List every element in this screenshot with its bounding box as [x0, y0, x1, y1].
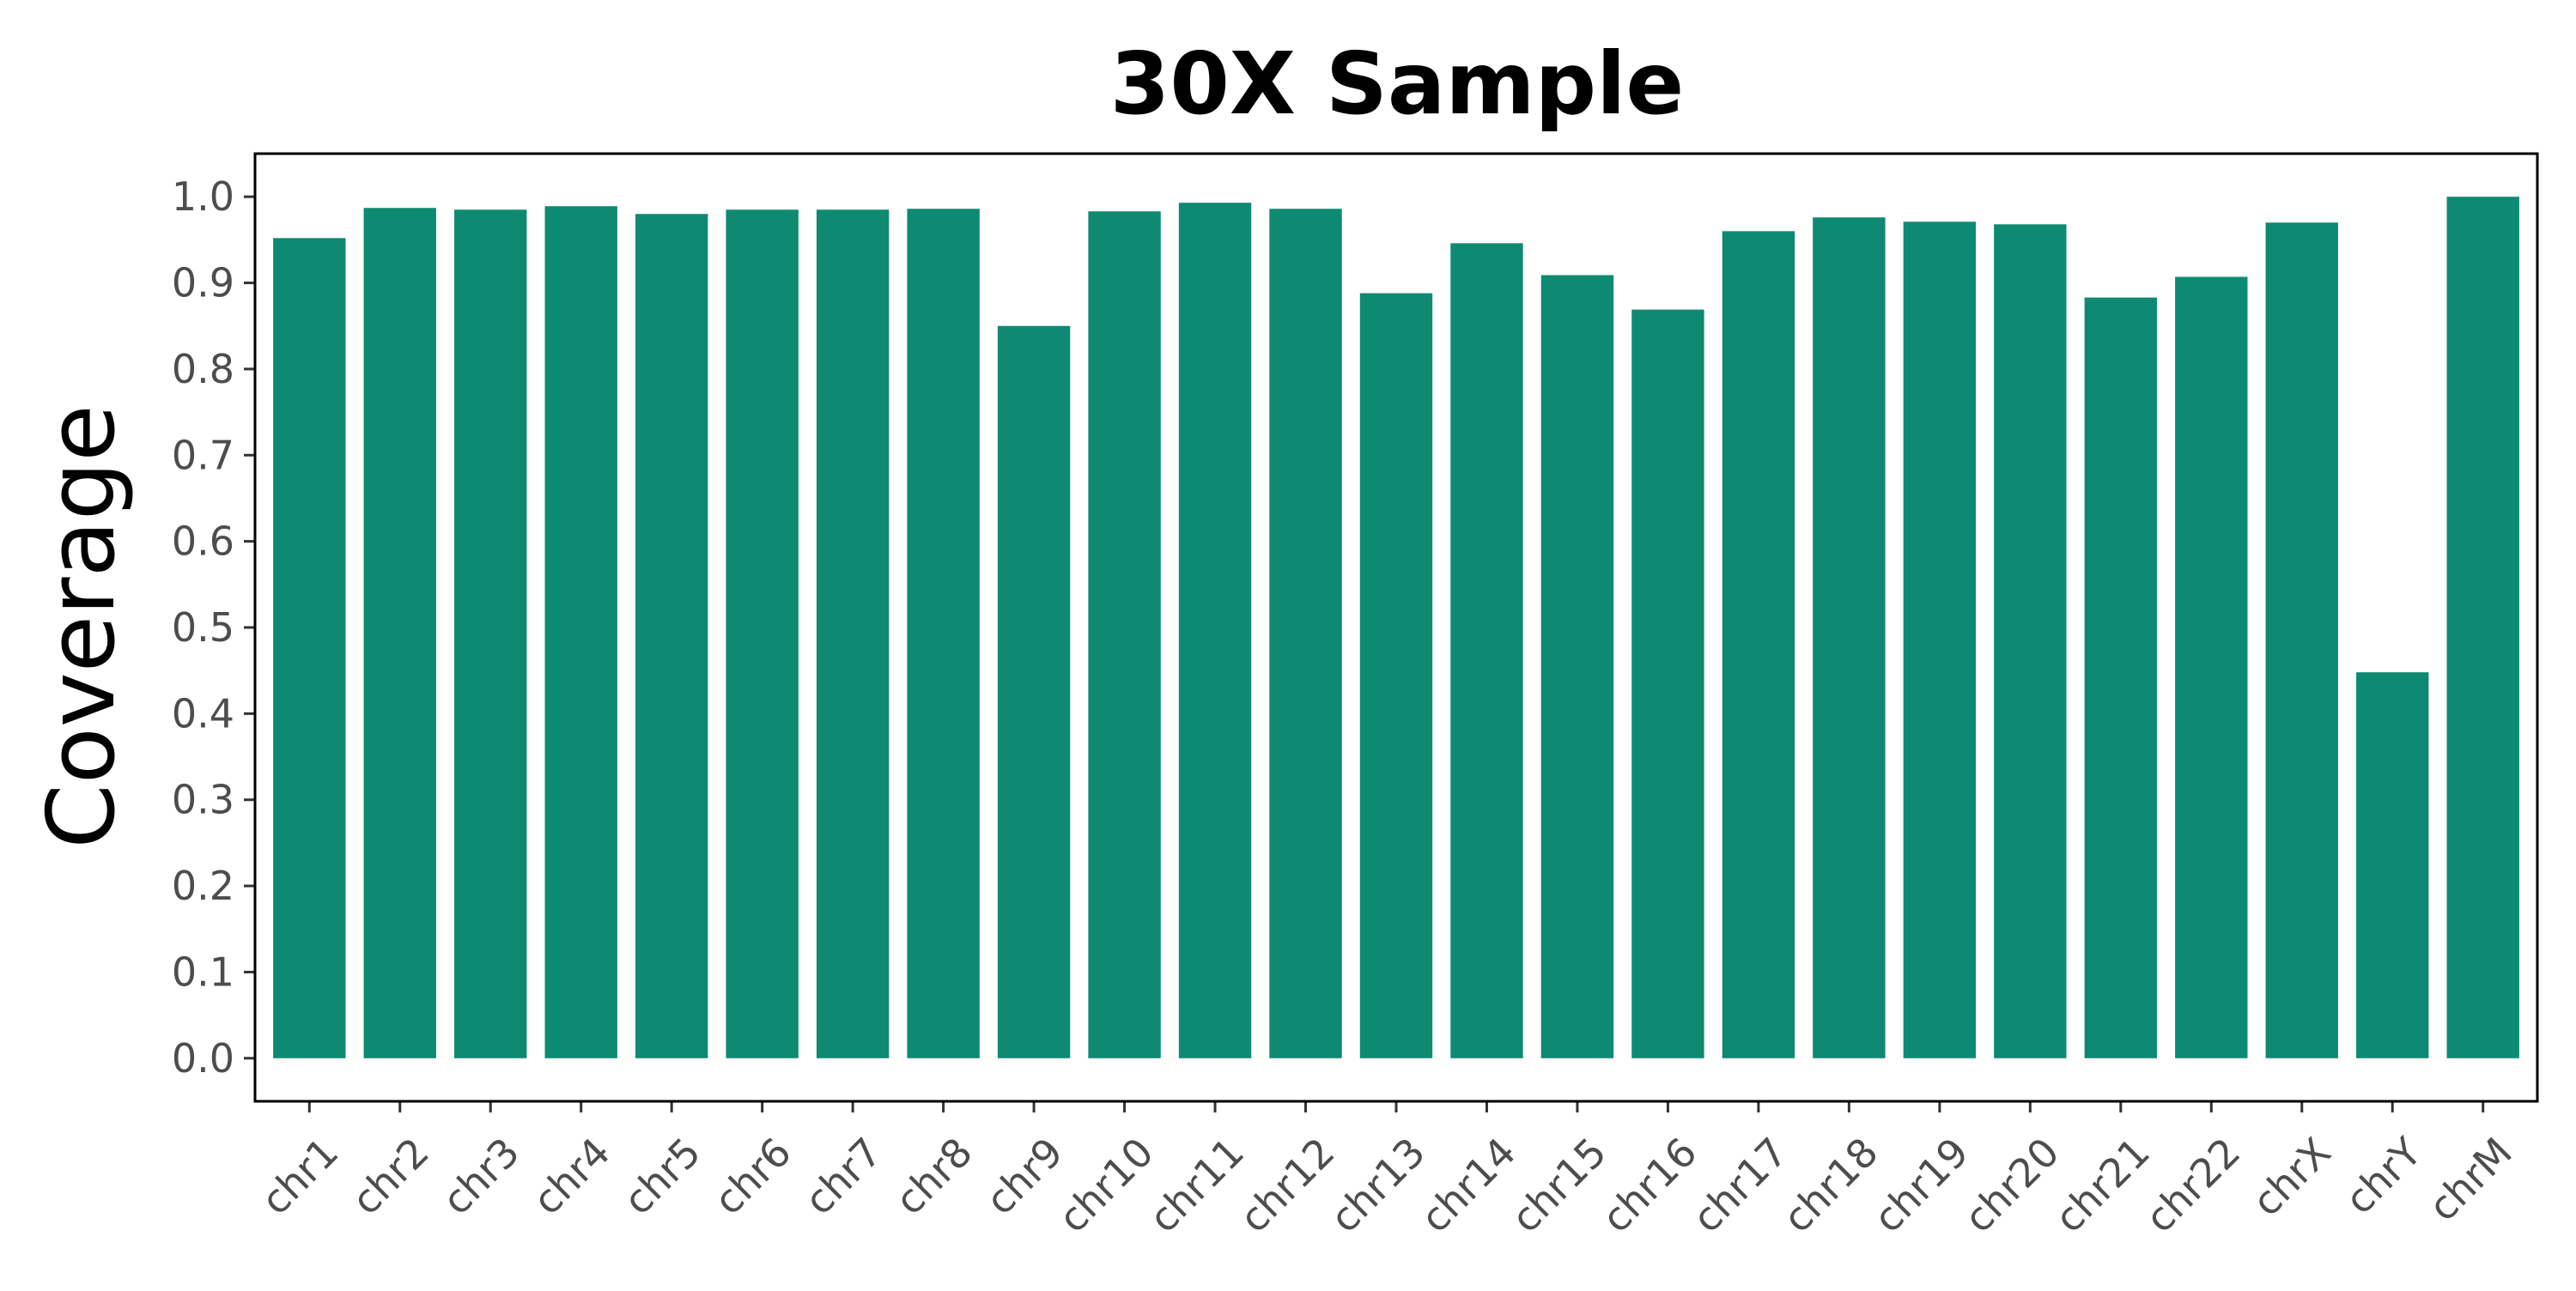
- y-tick-label: 0.7: [172, 432, 234, 478]
- bar-chrY: [2356, 672, 2429, 1058]
- x-tick-label: chr22: [2136, 1129, 2249, 1241]
- bar-chr19: [1903, 221, 1977, 1058]
- x-tick-label: chr1: [252, 1129, 348, 1224]
- x-tick-label: chr15: [1503, 1129, 1615, 1241]
- y-tick-label: 0.6: [172, 518, 234, 565]
- y-tick-label: 0.8: [172, 346, 234, 392]
- y-tick-label: 0.1: [172, 949, 234, 995]
- x-tick-label: chr17: [1684, 1129, 1796, 1241]
- y-tick-label: 0.9: [172, 260, 234, 306]
- x-tick-label: chr5: [615, 1129, 710, 1224]
- x-tick-label: chr10: [1049, 1129, 1162, 1241]
- x-tick-label: chr21: [2045, 1129, 2158, 1241]
- x-tick-label: chr19: [1865, 1129, 1978, 1241]
- bar-chr22: [2175, 276, 2248, 1058]
- x-tick-label: chr14: [1412, 1129, 1524, 1241]
- x-tick-label: chr20: [1955, 1129, 2068, 1241]
- y-tick-label: 0.2: [172, 863, 234, 909]
- bar-chr21: [2084, 297, 2157, 1058]
- y-tick-label: 1.0: [172, 173, 234, 220]
- bar-chr11: [1178, 203, 1252, 1058]
- bar-chr18: [1813, 217, 1886, 1058]
- chart-title: 30X Sample: [1110, 33, 1684, 134]
- bar-chr7: [816, 209, 890, 1058]
- x-tick-label: chr18: [1774, 1129, 1886, 1241]
- x-tick-label: chr4: [524, 1129, 619, 1224]
- x-tick-label: chr12: [1230, 1129, 1343, 1241]
- x-tick-label: chr7: [795, 1129, 890, 1224]
- plot-panel-border: [253, 152, 2539, 1103]
- bar-chr17: [1722, 231, 1795, 1058]
- x-tick-label: chr8: [886, 1129, 981, 1224]
- y-tick-label: 0.3: [172, 777, 234, 823]
- bar-chr13: [1359, 293, 1433, 1058]
- x-tick-label: chrX: [2244, 1129, 2340, 1225]
- x-tick-label: chr2: [343, 1129, 438, 1224]
- y-axis-label: Coverage: [28, 404, 136, 848]
- y-tick-label: 0.0: [172, 1035, 234, 1082]
- x-tick-label: chrY: [2336, 1128, 2431, 1223]
- bars-group: [273, 197, 2519, 1058]
- y-tick-label: 0.5: [172, 604, 234, 651]
- bar-chrM: [2446, 197, 2519, 1058]
- bar-chr9: [997, 325, 1071, 1058]
- bar-chr2: [363, 208, 436, 1058]
- bar-chr20: [1994, 224, 2067, 1058]
- y-tick-label: 0.4: [172, 690, 234, 736]
- x-tick-label: chr16: [1593, 1129, 1705, 1241]
- x-tick-label: chrM: [2420, 1129, 2521, 1230]
- bar-chr1: [273, 238, 346, 1058]
- x-tick-label: chr6: [705, 1129, 800, 1224]
- bar-chr12: [1269, 209, 1342, 1058]
- bar-chr10: [1088, 211, 1161, 1058]
- bar-chr4: [544, 206, 617, 1058]
- bar-chr14: [1450, 243, 1523, 1058]
- bar-chr15: [1540, 275, 1614, 1058]
- x-tick-label: chr3: [434, 1129, 529, 1224]
- bar-chr8: [907, 209, 980, 1058]
- x-tick-label: chr11: [1140, 1129, 1253, 1241]
- bar-chrX: [2265, 222, 2338, 1058]
- bar-chr6: [726, 209, 799, 1058]
- y-axis: 0.0 0.1 0.2 0.3 0.4 0.5 0.6 0.7 0.8 0.9 1.0: [172, 173, 255, 1082]
- x-axis: chr1chr2chr3chr4chr5chr6chr7chr8chr9chr1…: [252, 1101, 2521, 1241]
- bar-chr3: [454, 209, 527, 1058]
- x-tick-label: chr13: [1321, 1129, 1434, 1241]
- bar-chr5: [635, 214, 708, 1058]
- bar-chr16: [1631, 309, 1704, 1058]
